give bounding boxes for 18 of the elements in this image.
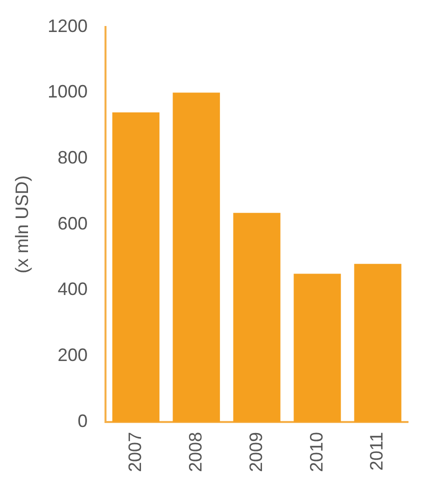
bar [354,264,402,422]
x-tick-label: 2011 [366,432,387,471]
bar [233,212,280,422]
x-tick-label: 2007 [124,432,145,472]
x-tick-label: 2009 [246,432,266,472]
bar [112,112,160,422]
bar [172,92,220,422]
y-tick-label: 0 [78,410,88,431]
y-tick-label: 800 [58,147,88,168]
y-tick-label: 600 [58,213,88,234]
x-tick-label: 2008 [185,432,206,472]
y-tick-label: 1200 [48,16,88,36]
y-tick-label: 200 [58,345,88,366]
y-axis-title: (x mln USD) [12,175,32,274]
y-tick-label: 1000 [48,82,88,102]
bar [294,274,341,422]
y-tick-label: 400 [58,279,88,300]
x-tick-label: 2010 [306,432,326,472]
